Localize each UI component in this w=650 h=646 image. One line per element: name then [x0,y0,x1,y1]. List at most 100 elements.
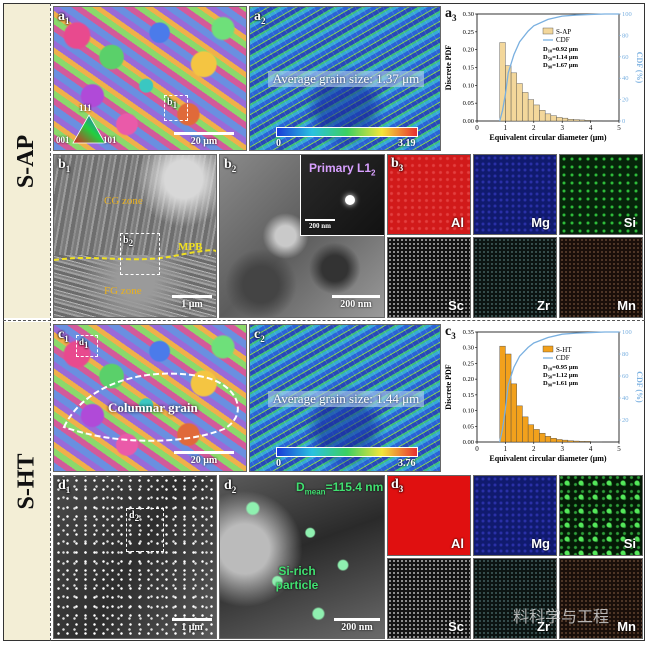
panel-a2-grain-size-map: a2 Average grain size: 1.37 μm 0 3.19 [249,6,441,151]
eds-map-si: Si [559,154,643,235]
y-tick-label: 0.35 [463,329,474,336]
eds-map-zr-ht: Zr [473,558,557,639]
panel-c1-label: c1 [58,327,69,344]
eds-map-al-ht: d3 Al [387,475,471,556]
y2-tick-label: 80 [622,351,629,358]
x-tick-label: 0 [475,445,479,453]
percentile-stat: D90=1.61 μm [543,380,579,388]
scale-bar-c1: 20 μm [174,451,234,466]
panel-b2-stem: b2 Primary L12 200 nm 200 nm [219,154,385,318]
x-tick-label: 1 [504,445,508,453]
panel-d2-stem: d2 Dmean=115.4 nm Si-rich particle 200 n… [219,475,385,639]
percentile-stat: D90=1.67 μm [543,62,579,70]
percentile-stat: D50=1.14 μm [543,54,579,62]
eds-map-al: b3 Al [387,154,471,235]
chart-a3-svg: 0 1 2 3 4 5 0.00 0.05 0.10 0.15 0.20 0.25 0.30 0 20 40 6… [444,11,644,142]
column-separator [50,3,51,641]
y-axis-label: Discrete PDF [444,45,453,91]
histogram-bar [550,115,557,122]
inset-box-d2: d2 [126,508,164,552]
colorbar-c2 [276,447,418,457]
percentile-stat: D10=0.95 μm [543,364,579,372]
histogram-bar [567,119,574,122]
histogram-bar [533,104,540,122]
histogram-bar [573,440,580,443]
y-tick-label: 0.30 [463,11,474,18]
y2-tick-label: 60 [622,54,629,61]
si-rich-particle-label: Si-rich particle [275,564,319,592]
y-tick-label: 0.00 [463,118,474,125]
panel-a1-label: a1 [58,9,70,26]
y-tick-label: 0.20 [463,47,474,54]
eds-map-mg: Mg [473,154,557,235]
histogram-bar [561,117,569,122]
panel-c2-grain-size-map: c2 Average grain size: 1.44 μm 0 3.76 [249,324,441,472]
y2-tick-label: 20 [622,417,629,424]
colorbar-a2 [276,127,418,137]
y2-tick-label: 100 [622,11,632,18]
colorbar-max: 3.19 [398,138,416,149]
panel-c1-ebsd-map: c1 d1 Columnar grain 20 μm [53,324,247,472]
eds-map-mn: Mn [559,237,643,318]
eds-map-mn-ht: Mn [559,558,643,639]
y2-tick-label: 20 [622,97,629,104]
y-axis-label: Discrete PDF [444,364,453,410]
scale-bar-d1: 1 μm [172,618,212,633]
histogram-bar [544,113,552,122]
eds-map-sc-ht: Sc [387,558,471,639]
cdf-line [499,13,619,122]
average-grain-size-banner-c2: Average grain size: 1.44 μm [268,391,424,407]
y2-tick-label: 40 [622,395,629,402]
histogram-bar [550,438,557,443]
sidebar-sht [4,322,50,640]
panel-b1-sem: b1 CG zone FG zone MPB b2 1 μm [53,154,217,318]
panel-c3-label: c3 [445,324,456,341]
sidebar-sap [4,4,50,318]
y-tick-label: 0.10 [463,408,474,415]
histogram-bar [533,429,540,443]
y2-tick-label: 0 [622,118,625,125]
histogram-bar [573,119,580,122]
histogram-bar [579,441,586,443]
histogram-bar [516,83,523,122]
cdf-line [499,331,619,443]
histogram-bar [510,72,517,122]
histogram-bar [510,383,517,443]
histogram-bar [579,119,586,122]
percentile-stat: D10=0.92 μm [543,46,579,54]
row-label-sap: S-AP [13,134,40,188]
y2-axis-label: CDF (%) [635,371,643,403]
panel-d1-sem: d1 d2 1 μm [53,475,217,639]
dmean-label: Dmean=115.4 nm [296,480,384,497]
legend-label: S-AP [556,28,571,36]
colorbar-min: 0 [276,138,281,149]
panel-d1-label: d1 [58,478,71,495]
histogram-bar [544,436,552,443]
x-tick-label: 2 [532,124,536,132]
legend-label: CDF [556,354,570,362]
x-tick-label: 5 [617,124,621,132]
eds-map-sc: Sc [387,237,471,318]
x-tick-label: 3 [560,124,564,132]
x-tick-label: 1 [504,124,508,132]
panel-a3-chart: a3 0 1 2 3 4 5 0.00 0.05 0.10 0.15 0.20 0.25 0.30 0 20… [443,6,644,151]
legend-swatch-bar [542,345,554,353]
inset-box-b1: b1 [164,95,188,121]
watermark-text: 料科学与工程 [513,607,610,626]
mpb-label: MPB [178,241,203,253]
panel-a2-label: a2 [254,9,266,26]
y2-tick-label: 100 [622,329,632,336]
x-tick-label: 3 [560,445,564,453]
histogram-bar [584,120,591,122]
histogram-bar [527,99,535,122]
y-tick-label: 0.05 [463,100,474,107]
panel-c2-label: c2 [254,327,265,344]
row-label-sht: S-HT [13,452,40,510]
y-tick-label: 0.05 [463,423,474,430]
eds-map-si-ht: Si [559,475,643,556]
histogram-bar [584,441,591,443]
y2-tick-label: 60 [622,373,629,380]
histogram-bar [539,110,546,122]
y2-tick-label: 80 [622,32,629,39]
figure-frame [3,3,645,641]
